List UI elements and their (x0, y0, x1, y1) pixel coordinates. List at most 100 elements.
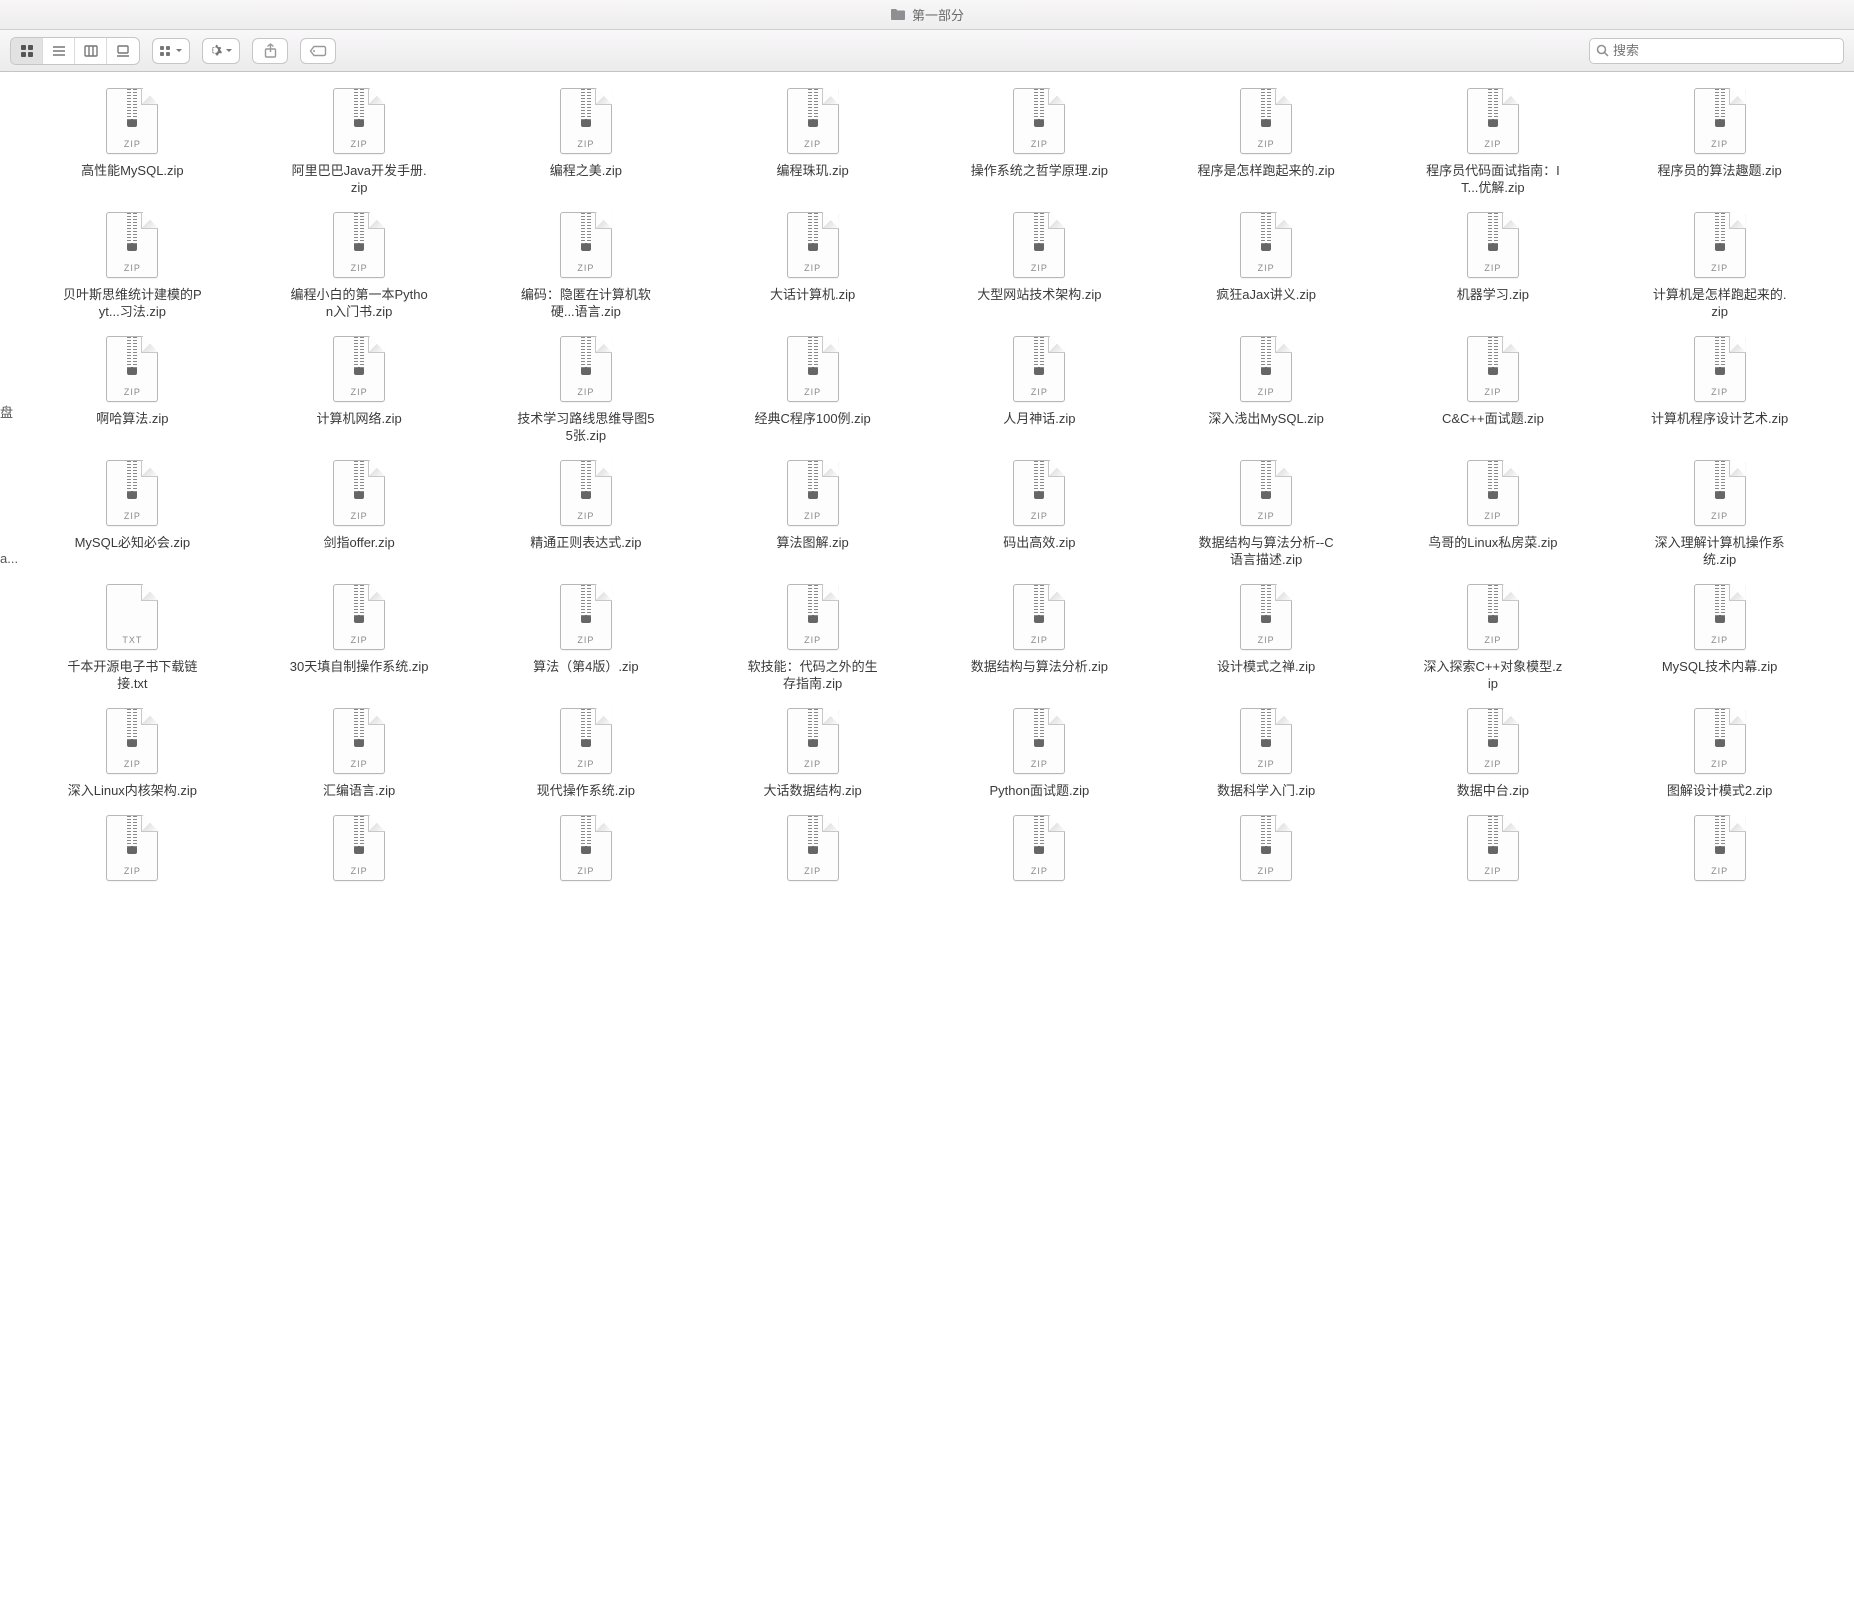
zip-file-icon: ZIP (106, 336, 158, 402)
file-item[interactable]: ZIP疯狂aJax讲义.zip (1156, 206, 1377, 320)
file-item[interactable]: ZIP编程珠玑.zip (702, 82, 923, 196)
share-button[interactable] (252, 38, 288, 64)
view-gallery-button[interactable] (107, 38, 139, 64)
file-name-label: 程序员代码面试指南：IT...优解.zip (1423, 162, 1563, 196)
file-icon-wrap: ZIP (324, 334, 394, 404)
file-item[interactable]: ZIP算法（第4版）.zip (476, 578, 697, 692)
file-item[interactable]: ZIP程序员代码面试指南：IT...优解.zip (1383, 82, 1604, 196)
file-type-label: ZIP (788, 263, 838, 273)
file-item[interactable]: ZIP30天填自制操作系统.zip (249, 578, 470, 692)
file-item[interactable]: ZIP编码：隐匿在计算机软硬...语言.zip (476, 206, 697, 320)
zip-file-icon: ZIP (1467, 584, 1519, 650)
file-item[interactable]: ZIP阿里巴巴Java开发手册.zip (249, 82, 470, 196)
tag-button[interactable] (300, 38, 336, 64)
file-item[interactable]: ZIP数据中台.zip (1383, 702, 1604, 799)
file-type-label: ZIP (107, 263, 157, 273)
file-icon-wrap: ZIP (1004, 334, 1074, 404)
file-item[interactable]: ZIP深入理解计算机操作系统.zip (1609, 454, 1830, 568)
file-item[interactable]: ZIP人月神话.zip (929, 330, 1150, 444)
zip-file-icon: ZIP (1240, 212, 1292, 278)
file-type-label: ZIP (1695, 866, 1745, 876)
file-item[interactable]: ZIP大话计算机.zip (702, 206, 923, 320)
file-icon-wrap: ZIP (1685, 458, 1755, 528)
file-item[interactable]: ZIP编程之美.zip (476, 82, 697, 196)
file-item[interactable]: ZIPPython面试题.zip (929, 702, 1150, 799)
file-item[interactable]: ZIP操作系统之哲学原理.zip (929, 82, 1150, 196)
file-item[interactable]: ZIP深入探索C++对象模型.zip (1383, 578, 1604, 692)
file-name-label: 机器学习.zip (1457, 286, 1529, 303)
file-name-label: 深入Linux内核架构.zip (68, 782, 197, 799)
file-item[interactable]: ZIP计算机网络.zip (249, 330, 470, 444)
file-item[interactable]: ZIP (476, 809, 697, 889)
file-item[interactable]: ZIP程序员的算法趣题.zip (1609, 82, 1830, 196)
file-icon-wrap: ZIP (97, 334, 167, 404)
file-item[interactable]: ZIP大话数据结构.zip (702, 702, 923, 799)
file-name-label: 数据结构与算法分析.zip (971, 658, 1108, 675)
file-item[interactable]: ZIP设计模式之禅.zip (1156, 578, 1377, 692)
file-item[interactable]: ZIP数据结构与算法分析--C语言描述.zip (1156, 454, 1377, 568)
file-item[interactable]: ZIP算法图解.zip (702, 454, 923, 568)
file-item[interactable]: ZIP深入浅出MySQL.zip (1156, 330, 1377, 444)
file-type-label: ZIP (1241, 387, 1291, 397)
file-name-label: 技术学习路线思维导图55张.zip (516, 410, 656, 444)
file-icon-wrap: TXT (97, 582, 167, 652)
view-list-button[interactable] (43, 38, 75, 64)
file-item[interactable]: ZIP计算机程序设计艺术.zip (1609, 330, 1830, 444)
file-icon-wrap: ZIP (1685, 86, 1755, 156)
file-item[interactable]: ZIP (1383, 809, 1604, 889)
file-item[interactable]: ZIP精通正则表达式.zip (476, 454, 697, 568)
search-input[interactable] (1613, 43, 1837, 58)
zip-file-icon: ZIP (1240, 336, 1292, 402)
file-item[interactable]: ZIP图解设计模式2.zip (1609, 702, 1830, 799)
file-item[interactable]: ZIP (1156, 809, 1377, 889)
file-item[interactable]: ZIP (249, 809, 470, 889)
zip-file-icon: ZIP (1694, 708, 1746, 774)
file-item[interactable]: ZIP数据结构与算法分析.zip (929, 578, 1150, 692)
search-icon (1596, 44, 1609, 57)
file-item[interactable]: ZIP大型网站技术架构.zip (929, 206, 1150, 320)
file-item[interactable]: ZIP (1609, 809, 1830, 889)
zip-file-icon: ZIP (333, 88, 385, 154)
file-item[interactable]: ZIP机器学习.zip (1383, 206, 1604, 320)
file-icon-wrap: ZIP (551, 582, 621, 652)
file-name-label: 操作系统之哲学原理.zip (971, 162, 1108, 179)
file-item[interactable]: ZIP技术学习路线思维导图55张.zip (476, 330, 697, 444)
file-item[interactable]: ZIP高性能MySQL.zip (22, 82, 243, 196)
file-item[interactable]: ZIP鸟哥的Linux私房菜.zip (1383, 454, 1604, 568)
file-name-label: 程序是怎样跑起来的.zip (1198, 162, 1335, 179)
file-item[interactable]: ZIP码出高效.zip (929, 454, 1150, 568)
file-item[interactable]: ZIPMySQL必知必会.zip (22, 454, 243, 568)
zip-file-icon: ZIP (333, 336, 385, 402)
file-item[interactable]: ZIPMySQL技术内幕.zip (1609, 578, 1830, 692)
arrange-button[interactable] (152, 38, 190, 64)
file-item[interactable]: TXT千本开源电子书下载链接.txt (22, 578, 243, 692)
file-item[interactable]: ZIP 深入Linux内核架构.zip (22, 702, 243, 799)
file-item[interactable]: ZIP现代操作系统.zip (476, 702, 697, 799)
action-button[interactable] (202, 38, 240, 64)
file-item[interactable]: ZIP剑指offer.zip (249, 454, 470, 568)
file-item[interactable]: ZIP贝叶斯思维统计建模的Pyt...习法.zip (22, 206, 243, 320)
file-item[interactable]: ZIP程序是怎样跑起来的.zip (1156, 82, 1377, 196)
file-icon-wrap: ZIP (551, 706, 621, 776)
file-item[interactable]: ZIP软技能：代码之外的生存指南.zip (702, 578, 923, 692)
file-icon-wrap: ZIP (1231, 582, 1301, 652)
file-item[interactable]: ZIP数据科学入门.zip (1156, 702, 1377, 799)
search-field[interactable] (1589, 38, 1844, 64)
file-icon-wrap: ZIP (97, 458, 167, 528)
file-item[interactable]: ZIP经典C程序100例.zip (702, 330, 923, 444)
file-item[interactable]: ZIP (929, 809, 1150, 889)
file-item[interactable]: ZIP啊哈算法.zip (22, 330, 243, 444)
file-item[interactable]: ZIPC&C++面试题.zip (1383, 330, 1604, 444)
file-item[interactable]: ZIP汇编语言.zip (249, 702, 470, 799)
view-icon-button[interactable] (11, 38, 43, 64)
view-column-button[interactable] (75, 38, 107, 64)
file-item[interactable]: ZIP (702, 809, 923, 889)
file-name-label: MySQL技术内幕.zip (1662, 658, 1778, 675)
file-grid-area: ZIP高性能MySQL.zipZIP阿里巴巴Java开发手册.zipZIP编程之… (0, 72, 1854, 1608)
file-type-label: ZIP (788, 511, 838, 521)
file-item[interactable]: ZIP (22, 809, 243, 889)
file-item[interactable]: ZIP编程小白的第一本Python入门书.zip (249, 206, 470, 320)
file-name-label: 编程珠玑.zip (777, 162, 849, 179)
file-item[interactable]: ZIP计算机是怎样跑起来的.zip (1609, 206, 1830, 320)
file-icon-wrap: ZIP (97, 706, 167, 776)
